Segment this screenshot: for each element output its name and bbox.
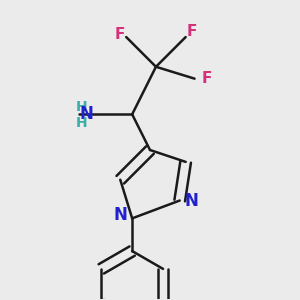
Text: N: N <box>113 206 127 224</box>
Text: N: N <box>79 105 93 123</box>
Text: H: H <box>76 116 88 130</box>
Text: F: F <box>186 24 197 39</box>
Text: N: N <box>185 191 199 209</box>
Text: H: H <box>76 100 88 114</box>
Text: F: F <box>201 71 212 86</box>
Text: F: F <box>115 27 125 42</box>
